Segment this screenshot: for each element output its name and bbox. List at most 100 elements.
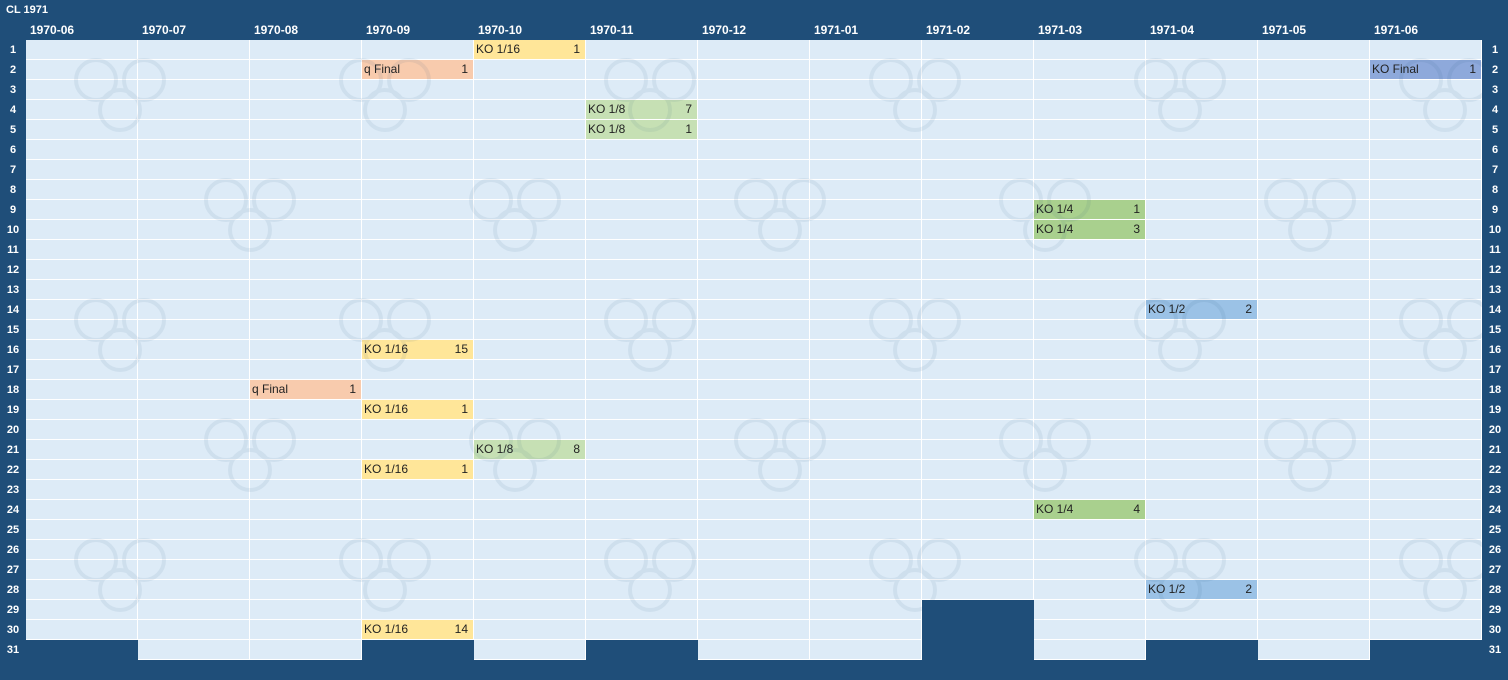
day-label-right: 26 <box>1488 544 1502 556</box>
day-cell <box>1146 80 1258 100</box>
day-cell <box>1258 620 1370 640</box>
day-label-left: 15 <box>6 324 20 336</box>
day-cell <box>250 480 362 500</box>
day-cell <box>26 380 138 400</box>
day-cell <box>362 200 474 220</box>
day-cell <box>922 120 1034 140</box>
day-cell <box>26 180 138 200</box>
day-cell <box>586 360 698 380</box>
day-label-left: 21 <box>6 444 20 456</box>
day-cell <box>1034 620 1146 640</box>
day-cell <box>1258 380 1370 400</box>
month-header-1970-07: 1970-07 <box>142 23 187 37</box>
day-label-right: 28 <box>1488 584 1502 596</box>
event-count: 4 <box>1133 502 1140 516</box>
event-label: KO 1/2 <box>1148 302 1186 316</box>
day-cell <box>1034 140 1146 160</box>
day-cell <box>698 180 810 200</box>
day-cell <box>1034 420 1146 440</box>
day-cell <box>698 160 810 180</box>
day-cell <box>1034 260 1146 280</box>
day-cell <box>810 500 922 520</box>
day-label-left: 10 <box>6 224 20 236</box>
day-cell <box>586 460 698 480</box>
day-cell <box>698 520 810 540</box>
day-cell <box>26 280 138 300</box>
day-cell <box>586 600 698 620</box>
day-cell <box>698 480 810 500</box>
day-cell <box>362 600 474 620</box>
day-cell <box>810 120 922 140</box>
day-cell <box>250 300 362 320</box>
day-label-right: 31 <box>1488 644 1502 656</box>
day-cell <box>1146 40 1258 60</box>
day-cell <box>1034 160 1146 180</box>
day-cell <box>586 380 698 400</box>
day-cell <box>474 180 586 200</box>
day-cell <box>26 300 138 320</box>
day-cell <box>1258 260 1370 280</box>
day-cell <box>1258 480 1370 500</box>
day-cell <box>1146 60 1258 80</box>
day-cell <box>698 560 810 580</box>
day-cell <box>698 500 810 520</box>
day-cell <box>250 520 362 540</box>
day-cell <box>922 540 1034 560</box>
day-cell <box>1258 600 1370 620</box>
day-label-left: 19 <box>6 404 20 416</box>
day-cell <box>250 460 362 480</box>
day-cell <box>922 220 1034 240</box>
event-cell-ko4: KO 1/4 3 <box>1034 220 1146 240</box>
day-cell <box>922 60 1034 80</box>
day-cell <box>1370 480 1482 500</box>
event-cell-ko16: KO 1/16 15 <box>362 340 474 360</box>
event-label: q Final <box>252 382 289 396</box>
day-cell <box>922 260 1034 280</box>
day-label-left: 1 <box>9 44 17 56</box>
day-cell <box>26 100 138 120</box>
day-cell <box>26 400 138 420</box>
day-cell <box>922 440 1034 460</box>
day-cell <box>698 60 810 80</box>
day-cell <box>1034 280 1146 300</box>
day-cell <box>362 220 474 240</box>
day-label-left: 18 <box>6 384 20 396</box>
day-cell <box>1146 520 1258 540</box>
day-cell <box>362 180 474 200</box>
day-cell <box>26 480 138 500</box>
day-cell <box>138 640 250 660</box>
day-cell <box>1370 40 1482 60</box>
day-cell <box>250 240 362 260</box>
day-cell <box>26 120 138 140</box>
day-cell <box>362 480 474 500</box>
day-cell <box>26 440 138 460</box>
day-cell <box>1370 220 1482 240</box>
day-cell <box>1258 540 1370 560</box>
day-cell <box>922 40 1034 60</box>
day-cell <box>1258 80 1370 100</box>
month-header-1971-03: 1971-03 <box>1038 23 1083 37</box>
day-cell <box>1034 240 1146 260</box>
day-label-right: 2 <box>1491 64 1499 76</box>
event-label: KO 1/4 <box>1036 202 1074 216</box>
month-header-row: 1970-06 1970-07 1970-08 1970-09 1970-10 1970-… <box>26 22 1482 38</box>
day-cell <box>474 480 586 500</box>
day-cell <box>698 580 810 600</box>
month-header-1971-02: 1971-02 <box>926 23 971 37</box>
day-cell <box>138 160 250 180</box>
day-cell <box>474 380 586 400</box>
day-label-left: 2 <box>9 64 17 76</box>
day-cell <box>1146 360 1258 380</box>
day-cell <box>474 540 586 560</box>
day-label-right: 16 <box>1488 344 1502 356</box>
event-count: 2 <box>1245 582 1252 596</box>
day-cell <box>26 540 138 560</box>
day-cell <box>1370 340 1482 360</box>
event-cell-ko16: KO 1/16 1 <box>362 460 474 480</box>
day-cell <box>1258 560 1370 580</box>
day-cell <box>1258 360 1370 380</box>
day-cell <box>698 600 810 620</box>
day-cell <box>586 200 698 220</box>
day-cell <box>138 600 250 620</box>
day-cell <box>138 200 250 220</box>
